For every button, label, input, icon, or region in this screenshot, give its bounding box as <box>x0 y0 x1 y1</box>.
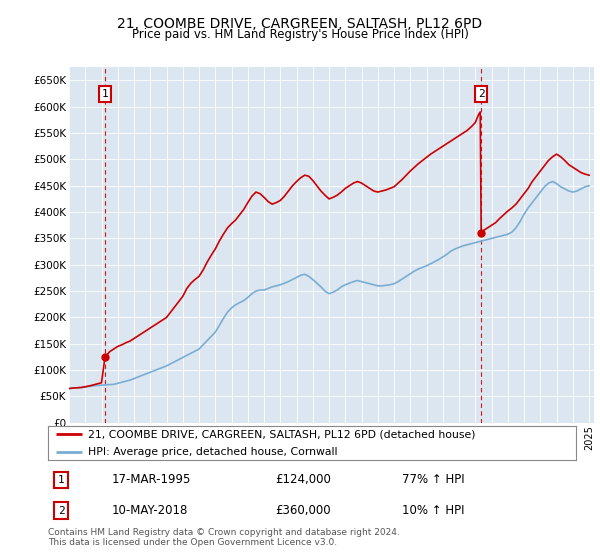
Text: Contains HM Land Registry data © Crown copyright and database right 2024.
This d: Contains HM Land Registry data © Crown c… <box>48 528 400 547</box>
Text: 1: 1 <box>58 475 65 485</box>
Text: 77% ↑ HPI: 77% ↑ HPI <box>402 473 464 487</box>
Text: 2: 2 <box>58 506 65 516</box>
Text: £124,000: £124,000 <box>275 473 331 487</box>
Text: HPI: Average price, detached house, Cornwall: HPI: Average price, detached house, Corn… <box>88 447 337 456</box>
Text: 2: 2 <box>478 89 485 99</box>
Text: 21, COOMBE DRIVE, CARGREEN, SALTASH, PL12 6PD (detached house): 21, COOMBE DRIVE, CARGREEN, SALTASH, PL1… <box>88 430 475 439</box>
Text: £360,000: £360,000 <box>275 504 331 517</box>
Text: Price paid vs. HM Land Registry's House Price Index (HPI): Price paid vs. HM Land Registry's House … <box>131 28 469 41</box>
Text: 21, COOMBE DRIVE, CARGREEN, SALTASH, PL12 6PD: 21, COOMBE DRIVE, CARGREEN, SALTASH, PL1… <box>118 17 482 31</box>
Text: 10-MAY-2018: 10-MAY-2018 <box>112 504 188 517</box>
Text: 10% ↑ HPI: 10% ↑ HPI <box>402 504 464 517</box>
Text: 1: 1 <box>101 89 108 99</box>
Text: 17-MAR-1995: 17-MAR-1995 <box>112 473 191 487</box>
